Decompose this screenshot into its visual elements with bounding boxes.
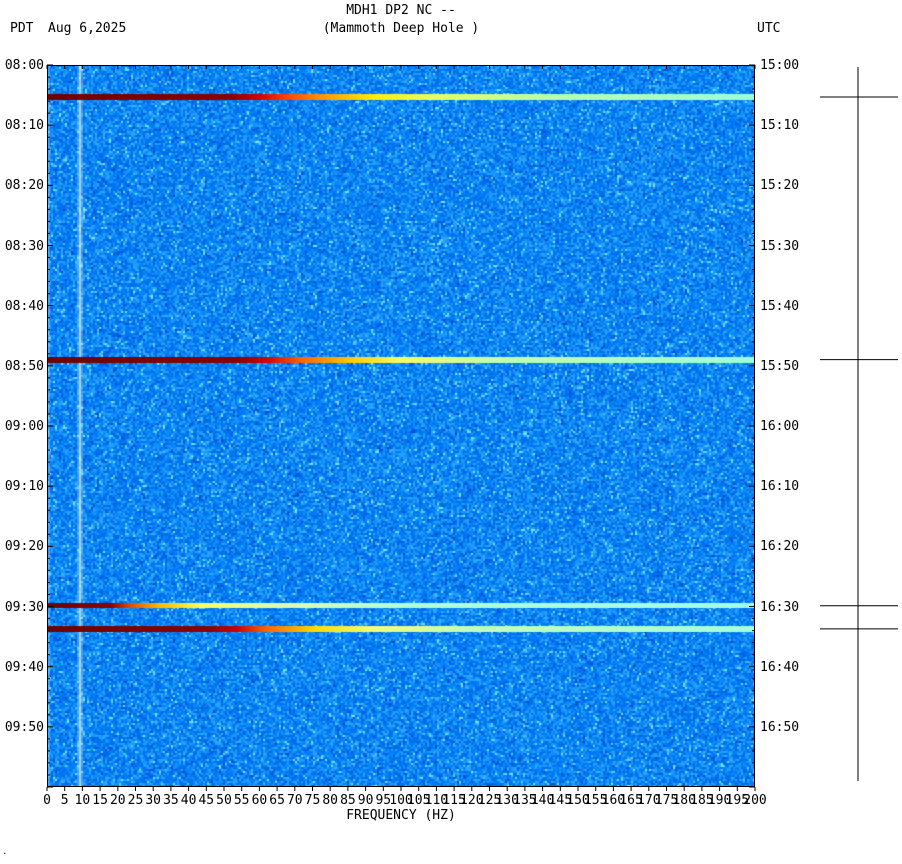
frequency-tick-label: 20 [110, 794, 126, 807]
frequency-tick-label: 55 [234, 794, 250, 807]
timezone-right-label: UTC [757, 22, 780, 35]
time-label-utc: 16:20 [760, 540, 799, 553]
spectrogram-page: MDH1 DP2 NC -- (Mammoth Deep Hole ) PDT … [0, 0, 902, 864]
frequency-tick-label: 0 [43, 794, 51, 807]
time-label-utc: 15:30 [760, 240, 799, 253]
time-label-utc: 16:30 [760, 601, 799, 614]
frequency-tick-label: 70 [287, 794, 303, 807]
time-label-pdt: 09:50 [2, 721, 44, 734]
frequency-tick-label: 80 [322, 794, 338, 807]
time-label-pdt: 08:10 [2, 119, 44, 132]
date-label: Aug 6,2025 [48, 22, 126, 35]
time-label-utc: 15:50 [760, 360, 799, 373]
time-label-pdt: 08:40 [2, 300, 44, 313]
time-label-utc: 16:00 [760, 420, 799, 433]
time-label-utc: 15:00 [760, 59, 799, 72]
time-label-pdt: 08:30 [2, 240, 44, 253]
frequency-tick-label: 35 [163, 794, 179, 807]
station-subtitle: (Mammoth Deep Hole ) [47, 22, 755, 35]
timezone-left-label: PDT [10, 22, 33, 35]
time-label-pdt: 08:20 [2, 179, 44, 192]
time-label-pdt: 09:10 [2, 480, 44, 493]
frequency-tick-label: 50 [216, 794, 232, 807]
time-label-utc: 16:50 [760, 721, 799, 734]
frequency-tick-label: 25 [128, 794, 144, 807]
spectrogram-canvas [47, 65, 755, 787]
frequency-tick-label: 60 [252, 794, 268, 807]
time-label-pdt: 08:00 [2, 59, 44, 72]
frequency-tick-label: 40 [181, 794, 197, 807]
time-label-utc: 15:10 [760, 119, 799, 132]
time-label-pdt: 09:40 [2, 661, 44, 674]
time-label-utc: 16:10 [760, 480, 799, 493]
time-label-pdt: 08:50 [2, 360, 44, 373]
frequency-tick-label: 90 [358, 794, 374, 807]
time-label-pdt: 09:00 [2, 420, 44, 433]
time-label-utc: 15:40 [760, 300, 799, 313]
frequency-tick-label: 65 [269, 794, 285, 807]
corner-mark: . [2, 848, 7, 857]
frequency-tick-label: 10 [75, 794, 91, 807]
frequency-tick-label: 15 [92, 794, 108, 807]
spectrogram-plot-area [47, 65, 755, 787]
frequency-tick-label: 45 [198, 794, 214, 807]
frequency-tick-label: 200 [743, 794, 766, 807]
time-label-pdt: 09:20 [2, 540, 44, 553]
station-title: MDH1 DP2 NC -- [47, 4, 755, 17]
time-label-utc: 16:40 [760, 661, 799, 674]
frequency-axis-title: FREQUENCY (HZ) [346, 809, 456, 822]
frequency-tick-label: 85 [340, 794, 356, 807]
time-label-pdt: 09:30 [2, 601, 44, 614]
frequency-tick-label: 30 [145, 794, 161, 807]
frequency-tick-label: 5 [61, 794, 69, 807]
frequency-tick-label: 75 [305, 794, 321, 807]
time-label-utc: 15:20 [760, 179, 799, 192]
